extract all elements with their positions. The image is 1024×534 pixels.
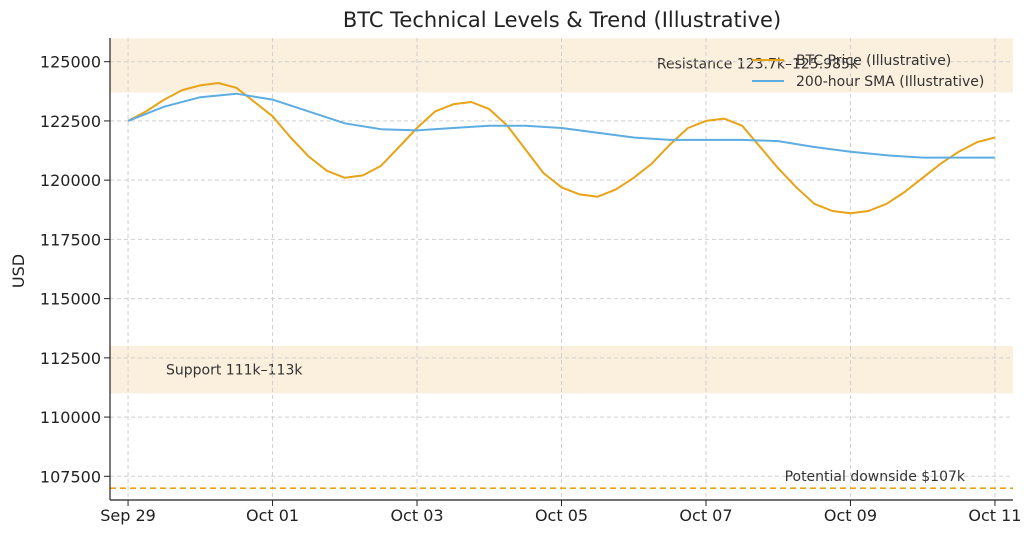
y-tick-label: 112500 xyxy=(40,349,101,368)
legend-label: BTC Price (Illustrative) xyxy=(796,53,951,69)
y-tick-label: 107500 xyxy=(40,467,101,486)
chart-title: BTC Technical Levels & Trend (Illustrati… xyxy=(343,8,781,32)
resistance-label: Resistance 123.7k–125.985k xyxy=(657,56,859,72)
y-axis-label: USD xyxy=(9,254,28,288)
x-tick-label: Oct 11 xyxy=(968,506,1021,525)
axes-layer: Sep 29 Oct 01 Oct 03 Oct 05 Oct 07 Oct 09 Oct … xyxy=(40,38,1021,525)
x-tick-label: Sep 29 xyxy=(100,506,156,525)
grid-layer xyxy=(110,38,1013,500)
x-tick-label: Oct 09 xyxy=(824,506,877,525)
y-tick-label: 122500 xyxy=(40,112,101,131)
x-tick-label: Oct 07 xyxy=(679,506,732,525)
btc-price-line xyxy=(127,82,996,215)
x-tick-label: Oct 05 xyxy=(535,506,588,525)
series-layer xyxy=(127,82,996,215)
downside-label: Potential downside $107k xyxy=(785,469,966,485)
y-tick-label: 110000 xyxy=(40,408,101,427)
y-tick-label: 117500 xyxy=(40,230,101,249)
legend-label: 200-hour SMA (Illustrative) xyxy=(796,74,984,90)
legend: BTC Price (Illustrative) 200-hour SMA (Il… xyxy=(752,53,984,90)
y-tick-label: 120000 xyxy=(40,171,101,190)
x-tick-label: Oct 03 xyxy=(390,506,443,525)
sma-line xyxy=(127,92,995,159)
support-label: Support 111k–113k xyxy=(166,363,303,379)
y-tick-label: 125000 xyxy=(40,53,101,72)
x-tick-label: Oct 01 xyxy=(246,506,299,525)
y-tick-label: 115000 xyxy=(40,290,101,309)
hlines-layer: Potential downside $107k xyxy=(110,469,1013,489)
